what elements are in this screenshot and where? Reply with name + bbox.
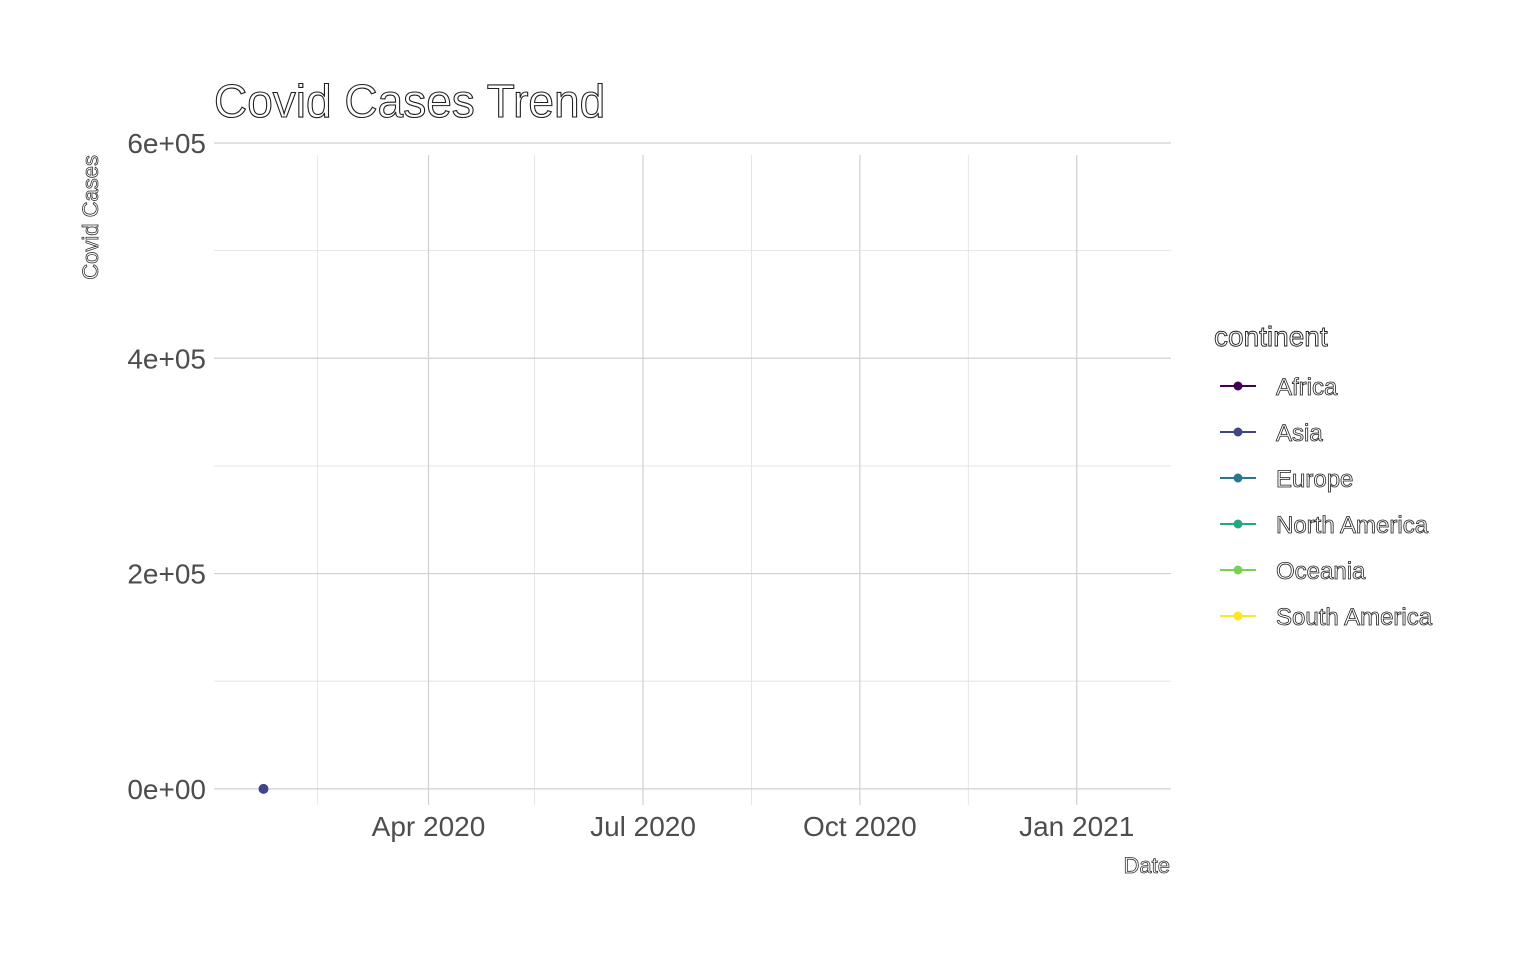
legend-key-point	[1233, 381, 1243, 391]
legend-key-point	[1233, 473, 1243, 483]
x-tick-label: Jan 2021	[1019, 811, 1134, 842]
legend-item: North America	[1220, 512, 1429, 539]
legend-label: Oceania	[1276, 558, 1366, 585]
chart-title: Covid Cases Trend	[214, 75, 605, 127]
legend-key-point	[1233, 427, 1243, 437]
y-axis-title: Covid Cases	[78, 155, 103, 280]
y-tick-labels: 0e+00 2e+05 4e+05 6e+05	[127, 128, 206, 805]
legend-label: Africa	[1276, 374, 1338, 401]
y-tick-label: 4e+05	[127, 343, 206, 374]
y-tick-label: 2e+05	[127, 559, 206, 590]
legend-label: South America	[1276, 604, 1433, 631]
y-tick-label: 0e+00	[127, 774, 206, 805]
legend-key-point	[1233, 519, 1243, 529]
legend-label: Asia	[1276, 420, 1323, 447]
x-tick-label: Jul 2020	[590, 811, 696, 842]
legend-item: Asia	[1220, 420, 1324, 447]
legend-label: North America	[1276, 512, 1429, 539]
data-point	[258, 783, 269, 794]
legend-key-point	[1233, 565, 1243, 575]
x-tick-label: Oct 2020	[803, 811, 917, 842]
x-tick-label: Apr 2020	[372, 811, 486, 842]
legend-title: continent	[1214, 321, 1328, 352]
x-tick-labels: Apr 2020 Jul 2020 Oct 2020 Jan 2021	[372, 811, 1135, 842]
data-marks	[258, 783, 269, 794]
legend-key-point	[1233, 611, 1243, 621]
legend-item: Oceania	[1220, 558, 1366, 585]
x-axis-title: Date	[1124, 853, 1170, 878]
legend-label: Europe	[1276, 466, 1353, 493]
legend-item: South America	[1220, 604, 1433, 631]
y-tick-label: 6e+05	[127, 128, 206, 159]
legend: continent Africa Asia Europe North America O…	[1214, 321, 1434, 632]
legend-item: Africa	[1220, 374, 1338, 401]
grid	[214, 142, 1171, 805]
legend-item: Europe	[1220, 466, 1354, 493]
